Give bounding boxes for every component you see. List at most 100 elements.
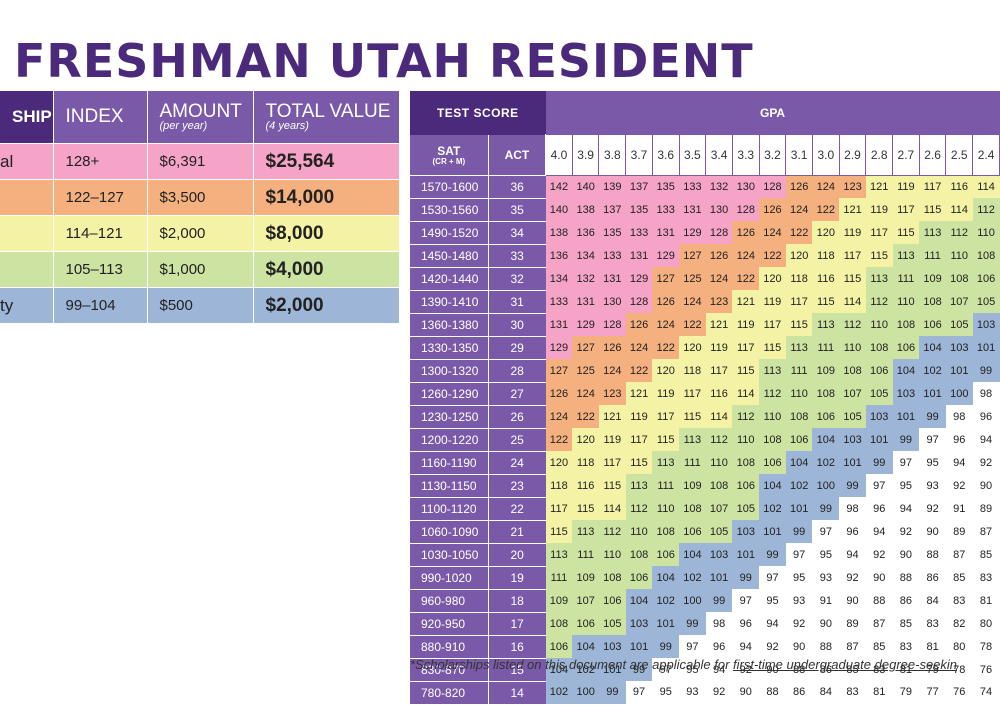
index-cell: 140 bbox=[545, 198, 573, 221]
index-cell: 94 bbox=[972, 428, 1000, 451]
index-cell: 122 bbox=[625, 359, 653, 382]
index-cell: 135 bbox=[625, 198, 653, 221]
table-row: 1160-1190 24 120 118 117 115 113 111 110 108 106 10… bbox=[410, 450, 1000, 474]
page-title: FRESHMAN UTAH RESIDENT bbox=[14, 34, 754, 88]
index-cell: 122 bbox=[545, 428, 573, 451]
index-cell: 108 bbox=[865, 336, 893, 359]
index-cell: 104 bbox=[919, 336, 946, 359]
index-cell: 76 bbox=[945, 681, 973, 704]
index-cell: 98 bbox=[705, 612, 733, 635]
index-cell: 108 bbox=[785, 405, 813, 428]
table-row: 1100-1120 22 117 115 114 112 110 108 107 105 102 10… bbox=[410, 496, 1000, 520]
index-cell: 97 bbox=[652, 658, 680, 681]
index-cell: 99 bbox=[652, 635, 680, 658]
index-cell: 134 bbox=[545, 267, 573, 290]
index-cell: 85 bbox=[892, 612, 920, 635]
index-cell: 132 bbox=[572, 267, 599, 290]
index-cell: 124 bbox=[679, 290, 706, 313]
index-cell: 122 bbox=[679, 313, 706, 336]
index-cell: 85 bbox=[945, 566, 973, 589]
index-cell: 113 bbox=[652, 451, 680, 474]
index-cell: 115 bbox=[598, 474, 626, 497]
index-cell: 95 bbox=[812, 543, 840, 566]
index-cell: 113 bbox=[759, 359, 786, 382]
index-cell: 98 bbox=[972, 382, 1000, 405]
index-cell: 90 bbox=[865, 566, 893, 589]
index-cell: 112 bbox=[945, 221, 973, 244]
index-cell: 122 bbox=[732, 267, 760, 290]
index-cell: 117 bbox=[652, 405, 680, 428]
index-cell: 120 bbox=[785, 244, 813, 267]
index-cell: 94 bbox=[839, 543, 866, 566]
index-cell: 115 bbox=[572, 497, 599, 520]
sat-header: SAT (CR + M) bbox=[410, 134, 489, 175]
index-cell: 96 bbox=[705, 635, 733, 658]
index-cell: 109 bbox=[572, 566, 599, 589]
index-cell: 98 bbox=[945, 405, 973, 428]
act-score: 32 bbox=[487, 266, 546, 290]
index-cell: 127 bbox=[545, 359, 573, 382]
index-cell: 112 bbox=[625, 497, 653, 520]
index-cell: 135 bbox=[652, 175, 680, 198]
index-cell: 91 bbox=[945, 497, 973, 520]
index-cell: 79 bbox=[892, 681, 920, 704]
index-cell: 95 bbox=[679, 658, 706, 681]
index-cell: 114 bbox=[732, 382, 760, 405]
index-cell: 117 bbox=[865, 221, 893, 244]
index-cell: 131 bbox=[545, 313, 573, 336]
table-row: 960-980 18 109 107 106 104 102 100 99 97 95 93 91 90 8… bbox=[410, 588, 1000, 612]
index-cell: 99 bbox=[865, 451, 893, 474]
index-cell: 117 bbox=[705, 359, 733, 382]
index-cell: 108 bbox=[759, 428, 786, 451]
sat-range: 920-950 bbox=[410, 611, 489, 635]
index-cell: 115 bbox=[865, 244, 893, 267]
index-cell: 101 bbox=[598, 658, 626, 681]
index-cell: 102 bbox=[572, 658, 599, 681]
index-cell: 87 bbox=[945, 543, 973, 566]
index-cell: 81 bbox=[972, 589, 1000, 612]
act-score: 24 bbox=[487, 450, 546, 474]
index-cell: 99 bbox=[598, 681, 626, 704]
act-score: 34 bbox=[487, 220, 546, 244]
scholarship-name: al bbox=[0, 143, 54, 180]
index-cell: 116 bbox=[945, 175, 973, 198]
index-cell: 100 bbox=[812, 474, 840, 497]
index-cell: 99 bbox=[972, 359, 1000, 382]
index-cell: 115 bbox=[839, 267, 866, 290]
index-cell: 96 bbox=[865, 497, 893, 520]
index-cell: 92 bbox=[732, 658, 760, 681]
index-cell: 117 bbox=[598, 451, 626, 474]
index-cell: 108 bbox=[892, 313, 920, 336]
gpa-column-header: 2.5 bbox=[945, 134, 974, 176]
scholarship-name bbox=[0, 215, 54, 252]
index-cell: 112 bbox=[705, 428, 733, 451]
act-score: 19 bbox=[487, 565, 546, 589]
sat-range: 880-910 bbox=[410, 634, 489, 658]
index-cell: 104 bbox=[679, 543, 706, 566]
gpa-column-header: 3.5 bbox=[678, 134, 707, 176]
index-cell: 100 bbox=[679, 589, 706, 612]
index-cell: 83 bbox=[945, 589, 973, 612]
index-cell: 136 bbox=[572, 221, 599, 244]
act-score: 27 bbox=[487, 381, 546, 405]
act-header: ACT bbox=[488, 134, 547, 175]
index-cell: 88 bbox=[785, 658, 813, 681]
gpa-column-header: 2.7 bbox=[892, 134, 920, 176]
index-cell: 117 bbox=[545, 497, 573, 520]
index-cell: 112 bbox=[598, 520, 626, 543]
index-cell: 119 bbox=[839, 221, 866, 244]
index-cell: 84 bbox=[919, 589, 946, 612]
index-cell: 111 bbox=[785, 359, 813, 382]
index-cell: 95 bbox=[919, 451, 946, 474]
index-cell: 106 bbox=[785, 428, 813, 451]
index-cell: 97 bbox=[679, 635, 706, 658]
index-cell: 94 bbox=[892, 497, 920, 520]
index-cell: 94 bbox=[732, 635, 760, 658]
index-cell: 100 bbox=[945, 382, 973, 405]
index-cell: 133 bbox=[679, 175, 706, 198]
index-cell: 86 bbox=[919, 566, 946, 589]
table-row: 1420-1440 32 134 132 131 129 127 125 124 122 120 11… bbox=[410, 266, 1000, 290]
index-cell: 83 bbox=[892, 635, 920, 658]
index-cell: 111 bbox=[572, 543, 599, 566]
index-cell: 89 bbox=[945, 520, 973, 543]
